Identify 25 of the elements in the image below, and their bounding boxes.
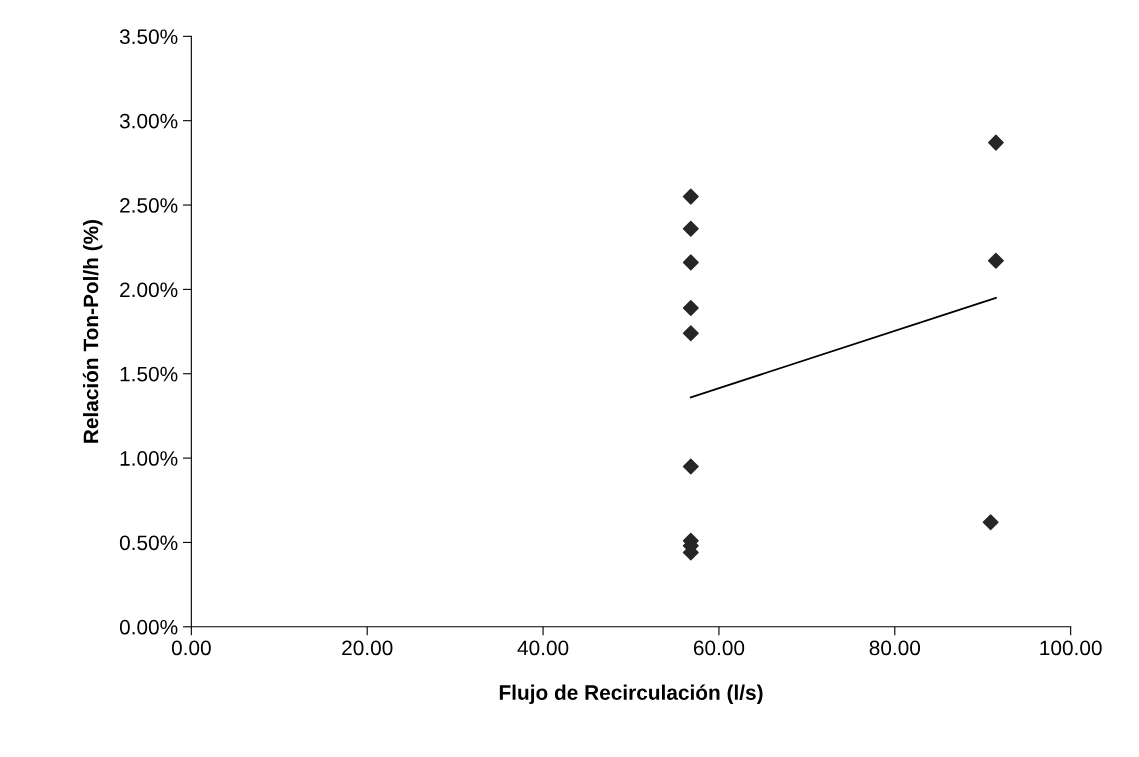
x-tick-label: 100.00 (1040, 640, 1102, 656)
x-tick-label: 80.00 (869, 640, 921, 656)
y-tick-label: 1.00% (120, 451, 178, 466)
point (682, 220, 699, 237)
x-tick-label: 20.00 (342, 640, 393, 656)
point (987, 252, 1004, 269)
x-tick-label: 0.00 (171, 640, 211, 656)
x-axis-title: Flujo de Recirculación (l/s) (499, 684, 763, 705)
x-tick-label: 40.00 (517, 640, 569, 656)
point (682, 299, 699, 316)
point (682, 188, 699, 205)
y-tick-label: 3.50% (119, 29, 178, 45)
y-tick-label: 0.50% (119, 535, 178, 551)
point (682, 325, 699, 342)
point (982, 514, 999, 531)
y-tick-label: 3.00% (119, 113, 178, 129)
point (682, 254, 699, 271)
point (682, 458, 699, 475)
y-tick-label: 2.00% (120, 282, 178, 298)
y-tick-label: 1.50% (120, 366, 178, 382)
y-axis-title: Relación Ton-Pol/h (%) (82, 219, 103, 443)
y-tick-label: 2.50% (120, 198, 178, 213)
x-tick-label: 60.00 (693, 640, 745, 656)
point (987, 134, 1004, 151)
y-tick-label: 0.00% (119, 619, 178, 635)
